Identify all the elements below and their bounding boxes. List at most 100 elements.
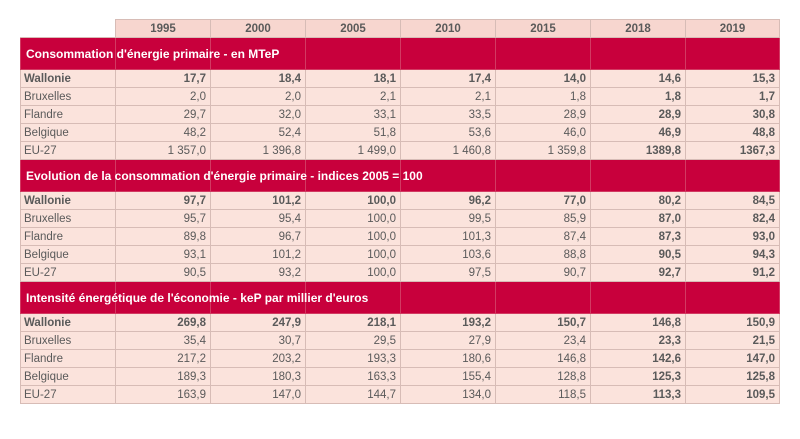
value-cell: 28,9: [590, 105, 686, 124]
section-band-cell: [685, 37, 780, 70]
value-cell: 1389,8: [590, 141, 686, 160]
row-label: Belgique: [20, 245, 116, 264]
value-cell: 100,0: [305, 191, 401, 210]
value-cell: 193,3: [305, 349, 401, 368]
row-label: EU-27: [20, 141, 116, 160]
value-cell: 142,6: [590, 349, 686, 368]
value-cell: 29,5: [305, 331, 401, 350]
section-band-cell: [305, 37, 401, 70]
table-row: Bruxelles 95,7 95,4 100,0 99,5 85,9 87,0 82,4: [20, 209, 780, 228]
table-row: EU-27 90,5 93,2 100,0 97,5 90,7 92,7 91,2: [20, 263, 780, 282]
section-band-cell: [305, 281, 401, 314]
table-row: Wallonie 97,7 101,2 100,0 96,2 77,0 80,2 84,5: [20, 191, 780, 210]
row-label: Wallonie: [20, 313, 116, 332]
value-cell: 87,4: [495, 227, 591, 246]
row-label: Wallonie: [20, 191, 116, 210]
value-cell: 1 460,8: [400, 141, 496, 160]
section-header-row: Intensité énergétique de l'économie - ke…: [20, 281, 780, 314]
value-cell: 193,2: [400, 313, 496, 332]
value-cell: 180,3: [210, 367, 306, 386]
value-cell: 94,3: [685, 245, 780, 264]
value-cell: 118,5: [495, 385, 591, 404]
section-band-cell: [400, 281, 496, 314]
value-cell: 17,7: [115, 69, 211, 88]
value-cell: 150,9: [685, 313, 780, 332]
value-cell: 17,4: [400, 69, 496, 88]
value-cell: 82,4: [685, 209, 780, 228]
section-band-cell: [590, 37, 686, 70]
value-cell: 1 499,0: [305, 141, 401, 160]
value-cell: 189,3: [115, 367, 211, 386]
value-cell: 96,7: [210, 227, 306, 246]
value-cell: 2,0: [115, 87, 211, 106]
value-cell: 125,8: [685, 367, 780, 386]
section-band-cell: [115, 159, 211, 192]
value-cell: 33,1: [305, 105, 401, 124]
value-cell: 113,3: [590, 385, 686, 404]
section-band-cell: [400, 37, 496, 70]
row-label: Bruxelles: [20, 331, 116, 350]
table-row: Flandre 89,8 96,7 100,0 101,3 87,4 87,3 93,0: [20, 227, 780, 246]
section-band-cell: [115, 37, 211, 70]
value-cell: 51,8: [305, 123, 401, 142]
value-cell: 48,8: [685, 123, 780, 142]
year-header: 2018: [590, 19, 686, 38]
value-cell: 93,1: [115, 245, 211, 264]
value-cell: 92,7: [590, 263, 686, 282]
value-cell: 1,7: [685, 87, 780, 106]
value-cell: 90,5: [590, 245, 686, 264]
value-cell: 101,2: [210, 191, 306, 210]
value-cell: 99,5: [400, 209, 496, 228]
value-cell: 95,4: [210, 209, 306, 228]
value-cell: 90,7: [495, 263, 591, 282]
row-label: Belgique: [20, 367, 116, 386]
value-cell: 2,1: [305, 87, 401, 106]
section-title: Intensité énergétique de l'économie - ke…: [20, 281, 368, 314]
value-cell: 91,2: [685, 263, 780, 282]
value-cell: 95,7: [115, 209, 211, 228]
value-cell: 14,0: [495, 69, 591, 88]
row-label: EU-27: [20, 385, 116, 404]
value-cell: 134,0: [400, 385, 496, 404]
value-cell: 100,0: [305, 209, 401, 228]
value-cell: 100,0: [305, 245, 401, 264]
value-cell: 147,0: [685, 349, 780, 368]
value-cell: 269,8: [115, 313, 211, 332]
year-header: 2005: [305, 19, 401, 38]
table-row: Wallonie 17,7 18,4 18,1 17,4 14,0 14,6 15,3: [20, 69, 780, 88]
table-row: Wallonie 269,8 247,9 218,1 193,2 150,7 146,8 15…: [20, 313, 780, 332]
table-row: Flandre 217,2 203,2 193,3 180,6 146,8 142,6 147…: [20, 349, 780, 368]
value-cell: 30,7: [210, 331, 306, 350]
value-cell: 52,4: [210, 123, 306, 142]
table-row: Belgique 93,1 101,2 100,0 103,6 88,8 90,5 94,3: [20, 245, 780, 264]
value-cell: 103,6: [400, 245, 496, 264]
value-cell: 30,8: [685, 105, 780, 124]
section-band-cell: [400, 159, 496, 192]
value-cell: 1 357,0: [115, 141, 211, 160]
value-cell: 146,8: [590, 313, 686, 332]
value-cell: 46,0: [495, 123, 591, 142]
row-label: EU-27: [20, 263, 116, 282]
year-header: 2010: [400, 19, 496, 38]
value-cell: 97,7: [115, 191, 211, 210]
value-cell: 100,0: [305, 227, 401, 246]
value-cell: 109,5: [685, 385, 780, 404]
value-cell: 32,0: [210, 105, 306, 124]
value-cell: 28,9: [495, 105, 591, 124]
table-row: Belgique 48,2 52,4 51,8 53,6 46,0 46,9 48,8: [20, 123, 780, 142]
section-title: Evolution de la consommation d'énergie p…: [20, 159, 423, 192]
value-cell: 1367,3: [685, 141, 780, 160]
table-row: EU-27 1 357,0 1 396,8 1 499,0 1 460,8 1 359,8…: [20, 141, 780, 160]
value-cell: 88,8: [495, 245, 591, 264]
section-band-cell: [590, 159, 686, 192]
table-row: Belgique 189,3 180,3 163,3 155,4 128,8 125,3 12…: [20, 367, 780, 386]
section-band-cell: [685, 159, 780, 192]
table-row: Flandre 29,7 32,0 33,1 33,5 28,9 28,9 30,8: [20, 105, 780, 124]
header-row: 1995 2000 2005 2010 2015 2018 2019: [20, 19, 780, 38]
year-header: 2019: [685, 19, 780, 38]
value-cell: 29,7: [115, 105, 211, 124]
value-cell: 217,2: [115, 349, 211, 368]
value-cell: 87,0: [590, 209, 686, 228]
value-cell: 125,3: [590, 367, 686, 386]
value-cell: 155,4: [400, 367, 496, 386]
